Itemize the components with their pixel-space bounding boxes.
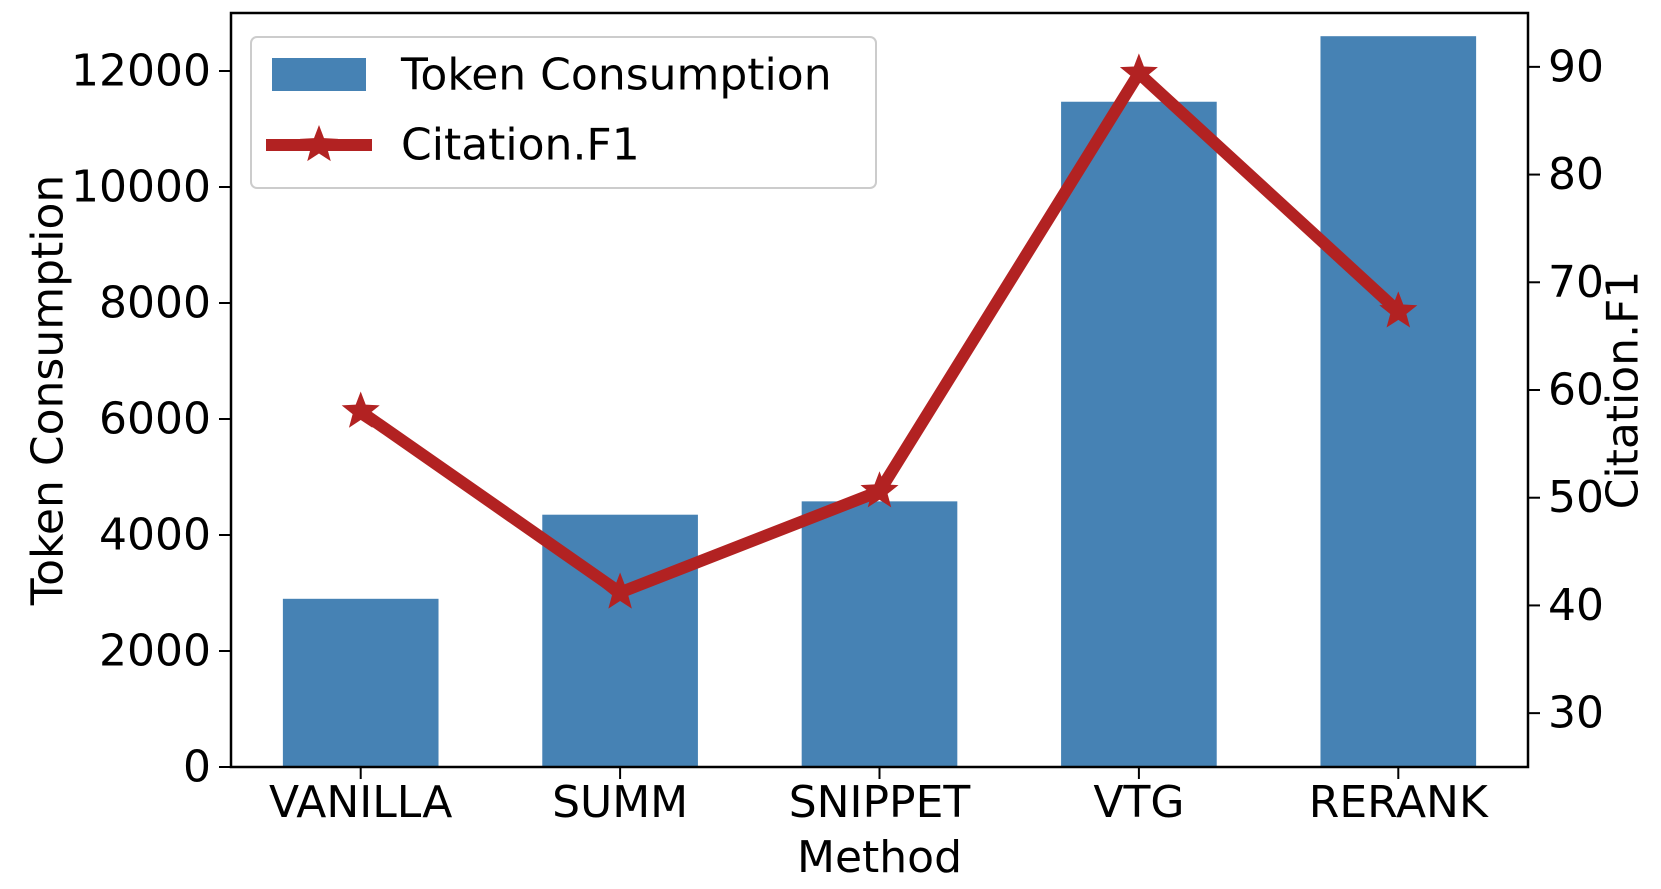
x-tick-label: VANILLA <box>269 777 452 828</box>
legend-label-token-consumption: Token Consumption <box>400 50 832 101</box>
y2-tick-label: 70 <box>1548 257 1604 308</box>
axes: 0 2000 4000 6000 8000 10000 12000 30 40 50 60 70 80 9… <box>23 11 1649 883</box>
legend-box <box>250 36 877 189</box>
citation-f1-marker-snippet <box>860 471 899 508</box>
y-tick-label: 2000 <box>99 626 211 677</box>
legend-star-icon <box>299 125 339 162</box>
y-tick-label: 12000 <box>71 46 211 97</box>
y-tick-label: 10000 <box>71 162 211 213</box>
bar-group <box>282 36 1477 768</box>
legend-label-citation-f1: Citation.F1 <box>401 120 640 171</box>
citation-f1-marker-vanilla <box>341 391 380 428</box>
y2-tick-label: 50 <box>1548 472 1604 523</box>
legend: Token Consumption Citation.F1 <box>250 36 877 189</box>
y2-tick-label: 80 <box>1548 149 1604 200</box>
y-tick-label: 0 <box>183 742 211 793</box>
bar-vanilla <box>282 598 439 767</box>
line-series-group <box>341 53 1418 609</box>
y2-tick-label: 40 <box>1548 580 1604 631</box>
y-tick-label: 4000 <box>99 510 211 561</box>
y-axis-title: Token Consumption <box>23 175 74 607</box>
x-tick-label: VTG <box>1093 777 1184 828</box>
bar-snippet <box>801 501 958 767</box>
y2-tick-label: 30 <box>1548 688 1604 739</box>
x-tick-label: RERANK <box>1309 777 1489 828</box>
bar-vtg <box>1061 101 1217 768</box>
y-tick-label: 6000 <box>99 394 211 445</box>
x-tick-label: SUMM <box>552 777 688 828</box>
citation-f1-marker-rerank <box>1379 291 1418 328</box>
y-tick-label: 8000 <box>99 278 211 329</box>
y2-tick-label: 60 <box>1548 365 1604 416</box>
citation-f1-marker-vtg <box>1119 53 1158 90</box>
y2-axis-title: Citation.F1 <box>1598 271 1649 510</box>
legend-swatch-token-consumption <box>272 58 366 91</box>
x-tick-label: SNIPPET <box>789 777 971 828</box>
x-axis-title: Method <box>797 832 962 883</box>
citation-f1-marker-summ <box>601 572 640 609</box>
y2-tick-label: 90 <box>1548 41 1604 92</box>
bar-rerank <box>1320 36 1477 767</box>
